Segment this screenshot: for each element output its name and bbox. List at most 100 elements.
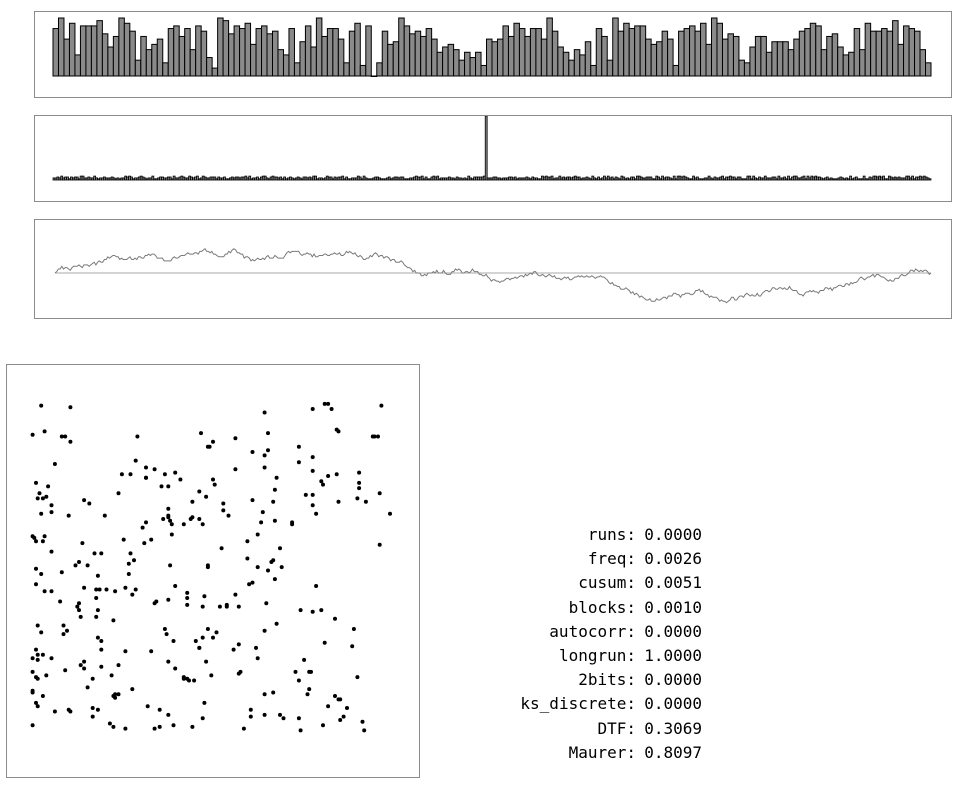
spectrum-bar bbox=[802, 175, 806, 181]
histogram-bar bbox=[732, 35, 740, 77]
scatter-point bbox=[99, 639, 104, 643]
scatter-point bbox=[281, 716, 286, 721]
scatter-point bbox=[34, 647, 38, 652]
scatter-point bbox=[188, 517, 193, 521]
histogram-bar bbox=[425, 28, 433, 77]
histogram-bar bbox=[85, 25, 92, 77]
histogram-bar bbox=[332, 28, 339, 77]
histogram-bar bbox=[875, 30, 883, 77]
histogram-bar bbox=[721, 38, 729, 77]
scatter-point bbox=[166, 597, 171, 602]
histogram-bar bbox=[167, 28, 175, 77]
scatter-point bbox=[78, 614, 83, 619]
histogram-bar bbox=[743, 62, 751, 77]
scatter-point bbox=[152, 467, 157, 472]
histogram-chart bbox=[52, 17, 932, 77]
histogram-bar bbox=[809, 22, 817, 77]
scatter-point bbox=[187, 678, 191, 683]
histogram-bar bbox=[74, 54, 81, 77]
scatter-point bbox=[49, 510, 54, 515]
scatter-point bbox=[171, 723, 176, 728]
scatter-point bbox=[104, 587, 109, 592]
histogram-bar bbox=[403, 25, 411, 77]
stat-value: 0.8097 bbox=[644, 742, 702, 762]
scatter-point bbox=[30, 669, 35, 674]
scatter-point bbox=[32, 535, 37, 540]
scatter-point bbox=[133, 458, 138, 463]
histogram-bar bbox=[255, 28, 263, 77]
histogram-bar bbox=[540, 38, 548, 77]
scatter-point bbox=[152, 601, 157, 606]
histogram-bar bbox=[716, 22, 723, 77]
histogram-bar bbox=[480, 64, 488, 77]
scatter-point bbox=[52, 462, 57, 466]
histogram-bar bbox=[787, 49, 795, 77]
scatter-point bbox=[144, 520, 148, 525]
histogram-bar bbox=[650, 43, 658, 77]
histogram-bar bbox=[661, 30, 669, 77]
scatter-point bbox=[362, 728, 367, 733]
scatter-point bbox=[278, 712, 282, 717]
scatter-point bbox=[35, 676, 40, 681]
spectrum-bar bbox=[314, 175, 318, 181]
histogram-bar bbox=[123, 22, 131, 77]
stat-row-cusum: cusum: 0.0051 bbox=[440, 571, 702, 595]
scatter-point bbox=[123, 649, 128, 654]
histogram-bar bbox=[112, 35, 120, 77]
scatter-point bbox=[205, 627, 210, 631]
histogram-bar bbox=[52, 28, 59, 77]
stat-value: 0.3069 bbox=[644, 718, 702, 738]
scatter-point bbox=[262, 453, 267, 458]
scatter-point bbox=[40, 694, 45, 698]
histogram-bar bbox=[381, 30, 389, 77]
scatter-point bbox=[59, 434, 64, 439]
histogram-bar bbox=[546, 17, 553, 77]
histogram-bar bbox=[442, 46, 449, 77]
stat-row-dtf: DTF: 0.3069 bbox=[440, 717, 702, 741]
scatter-point bbox=[279, 565, 284, 570]
histogram-bar bbox=[903, 25, 910, 77]
scatter-point bbox=[82, 585, 87, 590]
spectrum-bar bbox=[911, 175, 914, 181]
stat-label: blocks: bbox=[568, 597, 636, 617]
histogram-bar bbox=[798, 30, 806, 77]
scatter-point bbox=[39, 630, 44, 635]
histogram-bar bbox=[387, 43, 394, 77]
scatter-point bbox=[161, 517, 166, 521]
scatter-point bbox=[204, 659, 209, 664]
histogram-bar bbox=[57, 17, 65, 77]
scatter-point bbox=[34, 700, 38, 705]
scatter-point bbox=[30, 690, 35, 695]
scatter-point bbox=[82, 498, 87, 503]
stat-row-freq: freq: 0.0026 bbox=[440, 547, 702, 571]
histogram-bar bbox=[68, 22, 76, 77]
scatter-point bbox=[128, 472, 133, 477]
scatter-point bbox=[250, 450, 255, 454]
scatter-point bbox=[329, 407, 334, 411]
histogram-bar bbox=[892, 20, 899, 77]
scatter-point bbox=[44, 673, 49, 678]
scatter-point bbox=[250, 580, 255, 585]
scatter-point bbox=[49, 656, 54, 661]
scatter-point bbox=[166, 506, 171, 511]
histogram-bar bbox=[321, 35, 328, 77]
scatter-point bbox=[42, 589, 47, 594]
scatter-point bbox=[116, 692, 121, 697]
scatter-point bbox=[388, 511, 392, 516]
scatter-point bbox=[68, 439, 73, 444]
histogram-bar bbox=[156, 38, 164, 77]
scatter-point bbox=[40, 496, 45, 501]
histogram-bar bbox=[376, 62, 383, 77]
stat-value: 0.0000 bbox=[644, 694, 702, 714]
scatter-point bbox=[262, 712, 267, 717]
histogram-bar bbox=[365, 25, 372, 77]
scatter-point bbox=[90, 676, 95, 681]
scatter-point bbox=[310, 503, 315, 508]
scatter-point bbox=[99, 647, 104, 652]
scatter-point bbox=[133, 587, 138, 592]
stat-value: 1.0000 bbox=[644, 645, 702, 665]
histogram-bar bbox=[881, 28, 888, 77]
spectrum-bar bbox=[849, 175, 852, 181]
histogram-bar bbox=[711, 17, 718, 77]
histogram-bar bbox=[222, 20, 230, 77]
